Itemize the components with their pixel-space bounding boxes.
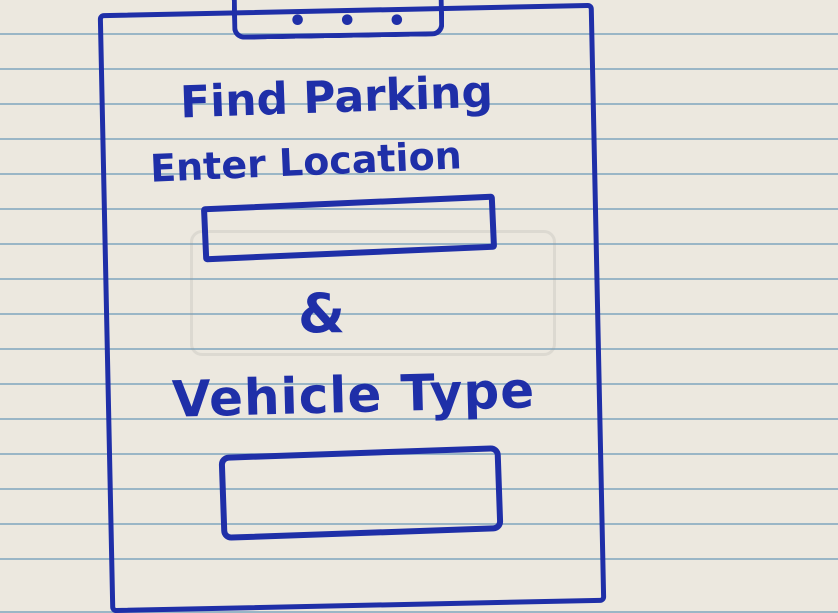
and-connector: & (298, 282, 346, 345)
notch-dots-icon: • • • (288, 4, 417, 39)
page-title: Find Parking (179, 66, 494, 129)
vehicle-type-label: Vehicle Type (171, 361, 536, 429)
vehicle-type-input[interactable] (218, 445, 504, 541)
